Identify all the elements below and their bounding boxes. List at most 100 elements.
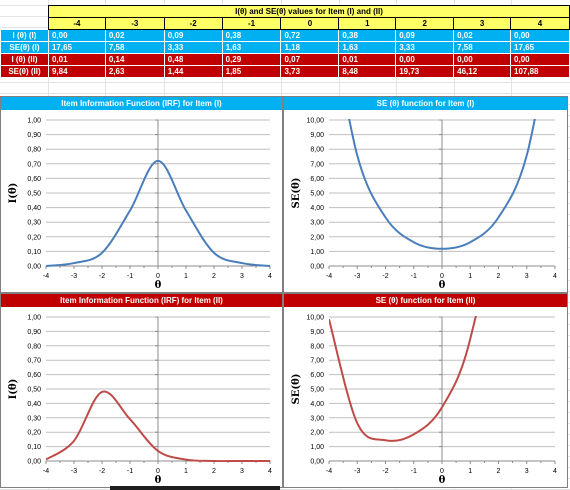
x-tick-label: 0: [156, 468, 160, 475]
y-tick-label: 10,00: [306, 315, 324, 322]
y-axis-label: I(θ): [8, 379, 19, 400]
x-tick-label: -1: [411, 468, 417, 475]
y-axis-label: I(θ): [8, 183, 19, 204]
x-tick-label: -3: [71, 273, 77, 280]
table-cell[interactable]: 17,65: [47, 41, 106, 54]
table-cell[interactable]: 0,07: [280, 53, 340, 66]
table-cell[interactable]: 0,29: [221, 53, 282, 66]
table-cell[interactable]: 0,02: [104, 29, 165, 42]
theta-header-cell[interactable]: 0: [280, 17, 340, 30]
table-cell[interactable]: 107,88: [510, 65, 570, 78]
table-cell[interactable]: 8,48: [338, 65, 397, 78]
table-cell[interactable]: 0,01: [338, 53, 397, 66]
table-cell[interactable]: 0,38: [221, 29, 282, 42]
y-tick-label: 0,00: [310, 459, 324, 466]
table-cell[interactable]: 3,33: [163, 41, 223, 54]
series-line: [46, 159, 270, 267]
theta-header-cell[interactable]: 1: [338, 17, 397, 30]
theta-header-cell[interactable]: -1: [221, 17, 282, 30]
y-tick-label: 0,10: [27, 444, 41, 451]
table-cell[interactable]: 1,63: [338, 41, 397, 54]
y-tick-label: 0,20: [27, 234, 41, 241]
x-tick-label: -4: [326, 468, 332, 475]
x-axis-label: θ: [155, 475, 162, 486]
table-cell[interactable]: 46,12: [453, 65, 512, 78]
chart-irf-item-1[interactable]: Item Information Function (IRF) for Item…: [0, 96, 283, 293]
theta-header-cell[interactable]: 2: [395, 17, 455, 30]
table-cell[interactable]: 7,58: [453, 41, 512, 54]
values-table: I(θ) and SE(θ) values for Item (I) and (…: [0, 5, 570, 78]
y-tick-label: 0,40: [27, 205, 41, 212]
y-tick-label: 0,30: [27, 415, 41, 422]
row-label[interactable]: SE(θ) (II): [0, 65, 49, 78]
table-cell[interactable]: 3,73: [280, 65, 340, 78]
table-cell[interactable]: 0,00: [510, 53, 570, 66]
row-label[interactable]: SE(θ) (I): [0, 41, 49, 54]
table-cell[interactable]: 1,18: [280, 41, 340, 54]
table-cell[interactable]: 2,63: [104, 65, 165, 78]
chart-title: Item Information Function (IRF) for Item…: [1, 294, 282, 307]
y-tick-label: 3,00: [310, 220, 324, 227]
table-cell[interactable]: 19,73: [395, 65, 455, 78]
chart-irf-item-2[interactable]: Item Information Function (IRF) for Item…: [0, 293, 283, 488]
x-tick-label: 3: [525, 273, 529, 280]
chart-title: Item Information Function (IRF) for Item…: [1, 97, 282, 110]
row-label[interactable]: I (θ) (II): [0, 53, 49, 66]
x-tick-label: -3: [71, 468, 77, 475]
table-cell[interactable]: 0,02: [453, 29, 512, 42]
table-cell[interactable]: 17,65: [510, 41, 570, 54]
y-tick-label: 0,50: [27, 387, 41, 394]
x-tick-label: -2: [99, 273, 105, 280]
x-tick-label: -1: [127, 468, 133, 475]
table-cell[interactable]: 1,85: [221, 65, 282, 78]
y-tick-label: 0,50: [27, 191, 41, 198]
x-tick-label: 2: [212, 468, 216, 475]
table-cell[interactable]: 7,58: [104, 41, 165, 54]
theta-header-cell[interactable]: -4: [47, 17, 106, 30]
table-cell[interactable]: 0,38: [338, 29, 397, 42]
y-tick-label: 0,00: [27, 459, 41, 466]
x-axis-label: θ: [439, 475, 446, 486]
table-cell[interactable]: 0,00: [510, 29, 570, 42]
theta-header-cell[interactable]: -2: [163, 17, 223, 30]
table-cell[interactable]: 3,33: [395, 41, 455, 54]
y-tick-label: 0,60: [27, 372, 41, 379]
row-label[interactable]: I (θ) (I): [0, 29, 49, 42]
y-tick-label: 7,00: [310, 358, 324, 365]
y-tick-label: 4,00: [310, 205, 324, 212]
y-tick-label: 1,00: [310, 444, 324, 451]
theta-header-cell[interactable]: -3: [104, 17, 165, 30]
table-row: SE(θ) (II) 9,84 2,63 1,44 1,85 3,73 8,48 19,73 4…: [0, 65, 570, 78]
y-tick-label: 10,00: [306, 118, 324, 125]
x-axis-label: θ: [439, 280, 446, 291]
table-cell[interactable]: 9,84: [47, 65, 106, 78]
table-cell[interactable]: 0,00: [453, 53, 512, 66]
table-cell[interactable]: 0,72: [280, 29, 340, 42]
chart-se-item-1[interactable]: SE (θ) function for Item (I) 0,00 1,00 2,0…: [283, 96, 568, 293]
x-tick-label: 0: [156, 273, 160, 280]
theta-header-cell[interactable]: 3: [453, 17, 512, 30]
y-tick-label: 0,40: [27, 401, 41, 408]
x-tick-label: -1: [411, 273, 417, 280]
y-tick-label: 0,00: [27, 264, 41, 271]
table-cell[interactable]: 0,48: [163, 53, 223, 66]
y-tick-label: 0,70: [27, 358, 41, 365]
x-tick-label: 2: [497, 273, 501, 280]
chart-se-item-2[interactable]: SE (θ) function for Item (II) 0,00 1,00 2,…: [283, 293, 568, 488]
table-cell[interactable]: 0,00: [47, 29, 106, 42]
table-cell[interactable]: 0,14: [104, 53, 165, 66]
x-tick-label: 1: [468, 468, 472, 475]
y-tick-label: 3,00: [310, 415, 324, 422]
x-tick-label: -4: [43, 468, 49, 475]
table-cell[interactable]: 0,01: [47, 53, 106, 66]
table-cell[interactable]: 0,09: [163, 29, 223, 42]
theta-header-cell[interactable]: 4: [510, 17, 570, 30]
table-cell[interactable]: 0,00: [395, 53, 455, 66]
x-tick-label: 0: [440, 468, 444, 475]
table-cell[interactable]: 1,44: [163, 65, 223, 78]
chart-plot-area: 0,00 1,00 2,00 3,00 4,00 5,00 6,00 7,00 8,00 9,00…: [291, 118, 557, 292]
table-cell[interactable]: 0,09: [395, 29, 455, 42]
table-cell[interactable]: 1,63: [221, 41, 282, 54]
table-title: I(θ) and SE(θ) values for Item (I) and (…: [47, 5, 570, 18]
series-line: [46, 390, 270, 462]
